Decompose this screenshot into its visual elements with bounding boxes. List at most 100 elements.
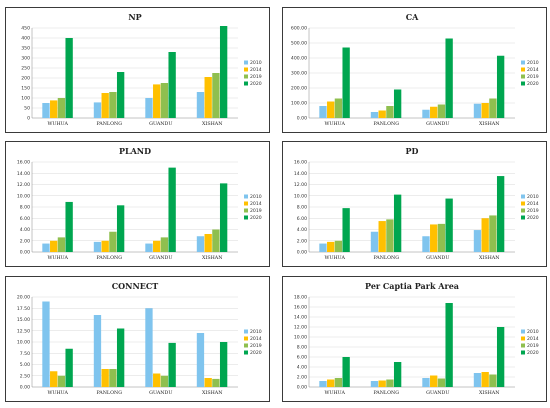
legend-label-2020: 2020 bbox=[527, 350, 539, 356]
x-category-label: WUHUA bbox=[47, 390, 68, 396]
bar-2019-guandu bbox=[160, 83, 169, 118]
bar-2010-xishan bbox=[473, 103, 482, 118]
legend-label-2019: 2019 bbox=[527, 208, 539, 214]
bar-2019-wuhua bbox=[334, 378, 343, 387]
bar-2019-panlong bbox=[109, 369, 117, 387]
y-tick-label: 14.00 bbox=[17, 171, 30, 177]
bar-2010-guandu bbox=[145, 98, 153, 118]
chart-title: PLAND bbox=[119, 146, 151, 156]
bar-2010-panlong bbox=[370, 231, 379, 252]
bar-2019-wuhua bbox=[57, 375, 66, 387]
x-category-label: PANLONG bbox=[96, 255, 122, 261]
bar-2010-panlong bbox=[370, 381, 379, 387]
x-category-label: GUANDU bbox=[426, 121, 449, 127]
x-category-label: GUANDU bbox=[426, 390, 449, 396]
bar-2014-guandu bbox=[430, 375, 438, 387]
legend-label-2019: 2019 bbox=[527, 74, 539, 80]
x-category-label: GUANDU bbox=[149, 255, 172, 261]
y-tick-label: 150 bbox=[21, 86, 30, 92]
legend-label-2010: 2010 bbox=[527, 194, 539, 200]
bar-2020-guandu bbox=[168, 342, 176, 387]
y-tick-label: 7.50 bbox=[20, 351, 30, 357]
y-tick-label: 50 bbox=[24, 106, 30, 112]
y-tick-label: 2.00 bbox=[297, 238, 307, 244]
x-category-label: GUANDU bbox=[149, 121, 172, 127]
legend-label-2019: 2019 bbox=[250, 343, 262, 349]
bar-2014-panlong bbox=[101, 240, 109, 252]
y-tick-label: 400.00 bbox=[291, 56, 307, 62]
bar-2020-guandu bbox=[168, 167, 176, 252]
legend-label-2014: 2014 bbox=[527, 336, 539, 342]
bar-2020-panlong bbox=[116, 205, 125, 252]
y-tick-label: 400 bbox=[21, 36, 30, 42]
legend-label-2020: 2020 bbox=[250, 81, 262, 87]
bar-2020-guandu bbox=[445, 198, 453, 252]
bar-2014-guandu bbox=[153, 373, 161, 387]
bar-2014-guandu bbox=[153, 240, 161, 252]
bar-2010-wuhua bbox=[319, 243, 327, 252]
bar-2010-guandu bbox=[422, 378, 430, 387]
legend-label-2010: 2010 bbox=[527, 60, 539, 66]
bar-2020-wuhua bbox=[342, 357, 350, 387]
bar-2014-panlong bbox=[378, 380, 386, 387]
y-tick-label: 450 bbox=[21, 26, 30, 32]
y-tick-label: 300.00 bbox=[291, 71, 307, 77]
per-capita-park-area-chart: Per Captia Park Area 0.00 2.00 4.00 6.00 8.00… bbox=[294, 281, 539, 396]
legend-label-2019: 2019 bbox=[250, 74, 262, 80]
legend-swatch-2010 bbox=[244, 329, 248, 334]
bar-2020-xishan bbox=[496, 176, 505, 252]
bar-2014-guandu bbox=[430, 224, 438, 252]
bar-2019-wuhua bbox=[334, 98, 343, 118]
bar-2014-guandu bbox=[430, 106, 438, 118]
y-tick-label: 600.00 bbox=[291, 26, 307, 32]
bar-2014-panlong bbox=[101, 369, 109, 387]
chart-title: PD bbox=[406, 146, 419, 156]
y-tick-label: 10.00 bbox=[17, 340, 30, 346]
x-category-label: XISHAN bbox=[202, 121, 222, 127]
bar-2010-xishan bbox=[473, 230, 482, 252]
legend-swatch-2014 bbox=[521, 201, 525, 206]
y-tick-label: 8.00 bbox=[297, 345, 307, 351]
y-tick-label: 0.00 bbox=[297, 385, 307, 391]
y-tick-label: 6.00 bbox=[20, 216, 30, 222]
bar-2014-guandu bbox=[153, 84, 161, 118]
bar-2020-wuhua bbox=[342, 47, 350, 118]
x-category-label: XISHAN bbox=[479, 255, 499, 261]
x-category-label: WUHUA bbox=[324, 255, 345, 261]
bar-2020-xishan bbox=[219, 342, 228, 387]
bar-2019-guandu bbox=[160, 375, 169, 387]
legend-swatch-2020 bbox=[521, 81, 525, 86]
bar-2014-wuhua bbox=[50, 371, 58, 387]
bar-2010-panlong bbox=[370, 112, 379, 118]
bar-2014-xishan bbox=[481, 103, 489, 118]
bar-2014-wuhua bbox=[327, 101, 335, 118]
x-category-label: PANLONG bbox=[373, 121, 399, 127]
x-category-label: WUHUA bbox=[47, 255, 68, 261]
y-tick-label: 350 bbox=[21, 46, 30, 52]
y-tick-label: 4.00 bbox=[297, 227, 307, 233]
bar-2019-wuhua bbox=[57, 98, 66, 118]
bar-2019-xishan bbox=[489, 374, 497, 387]
legend-label-2010: 2010 bbox=[527, 329, 539, 335]
legend-label-2010: 2010 bbox=[250, 329, 262, 335]
np-chart: NP 0 50 100 150 200 250 300 350 400 450 WUHUA PANLON… bbox=[21, 12, 262, 127]
bar-2019-xishan bbox=[212, 229, 220, 252]
bar-2020-panlong bbox=[393, 362, 402, 387]
x-category-label: WUHUA bbox=[47, 121, 68, 127]
y-tick-label: 8.00 bbox=[20, 205, 30, 211]
legend-label-2020: 2020 bbox=[527, 81, 539, 87]
x-category-label: PANLONG bbox=[373, 255, 399, 261]
legend-label-2014: 2014 bbox=[250, 67, 262, 73]
y-tick-label: 12.00 bbox=[17, 182, 30, 188]
pd-chart: PD 0.00 2.00 4.00 6.00 8.00 10.00 12.00 14.00 16.… bbox=[294, 146, 539, 261]
bar-2020-guandu bbox=[168, 52, 176, 118]
bar-2020-panlong bbox=[393, 194, 402, 252]
bar-2014-xishan bbox=[204, 77, 212, 118]
y-tick-label: 14.00 bbox=[294, 171, 307, 177]
bar-2019-panlong bbox=[386, 379, 394, 387]
legend-label-2020: 2020 bbox=[250, 215, 262, 221]
bar-2019-guandu bbox=[160, 237, 169, 252]
legend-swatch-2020 bbox=[244, 81, 248, 86]
bar-2010-wuhua bbox=[42, 301, 50, 387]
legend-label-2014: 2014 bbox=[250, 336, 262, 342]
